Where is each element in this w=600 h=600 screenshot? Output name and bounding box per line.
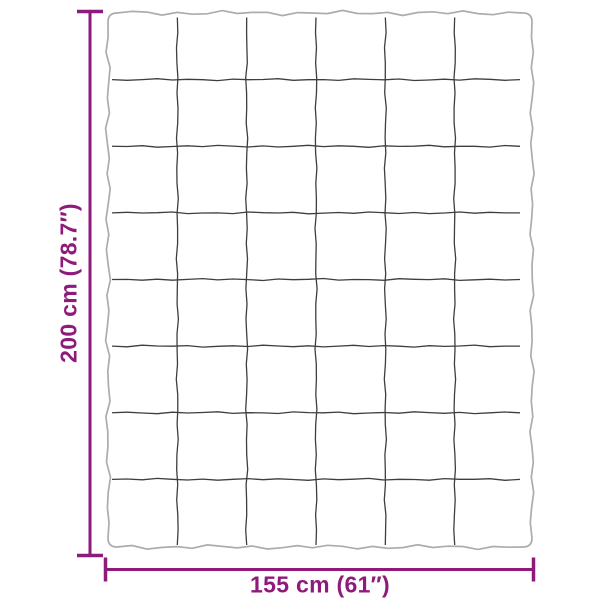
quilt-grid-horizontal-line [111,211,520,215]
quilt-grid-horizontal-line [111,344,520,348]
quilt-grid-vertical-line [383,17,388,546]
quilt-grid-vertical-line [452,17,457,546]
quilt-grid-horizontal-line [111,277,521,282]
width-dimension-label: 155 cm (61″) [250,571,390,598]
quilt-grid [111,17,521,546]
height-dimension-label: 200 cm (78.7″) [55,203,82,363]
height-dimension-line [77,9,103,558]
quilt-grid-vertical-line [245,17,249,546]
quilt-grid-horizontal-line [111,477,521,481]
quilt-grid-vertical-line [314,17,318,546]
dimension-lines [77,9,536,582]
width-dimension-line [103,557,536,582]
quilt-grid-vertical-line [175,17,180,546]
quilt-grid-horizontal-line [111,411,521,415]
quilt-grid-horizontal-line [111,144,521,148]
blanket-outline [104,9,535,551]
quilt-grid-horizontal-line [111,78,521,82]
